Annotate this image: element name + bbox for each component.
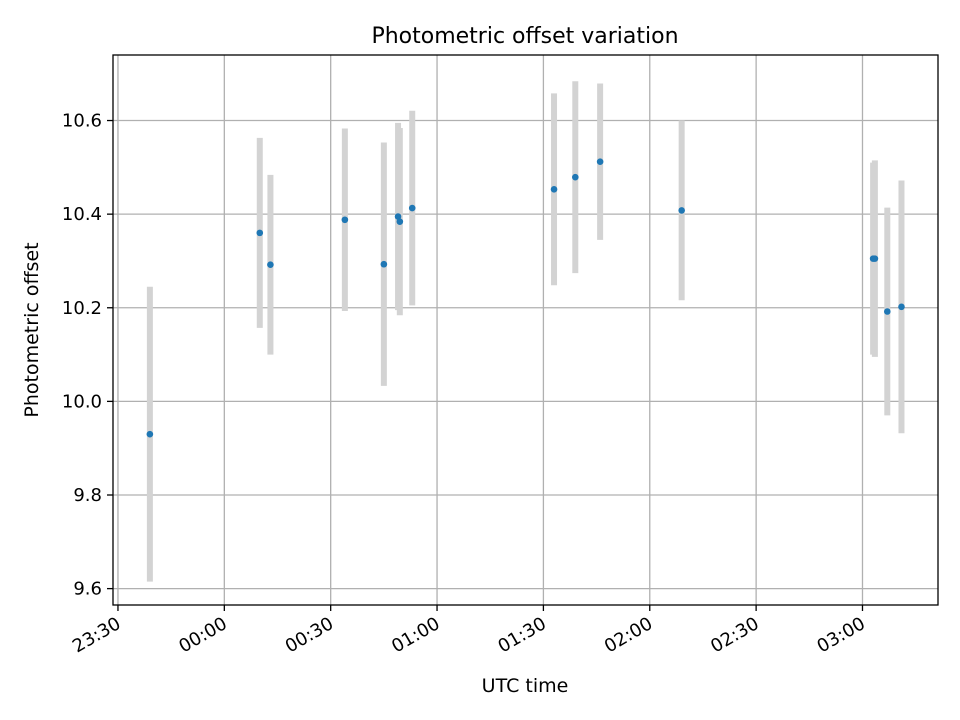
data-point (596, 158, 604, 166)
y-tick-label: 10.4 (62, 204, 102, 225)
data-point (884, 308, 891, 315)
data-point (146, 430, 154, 438)
y-tick-label: 9.6 (73, 579, 102, 600)
data-point (678, 207, 685, 214)
plot-frame (112, 54, 939, 606)
data-point (550, 186, 558, 193)
y-axis-label: Photometric offset (21, 242, 43, 417)
data-point (380, 260, 388, 268)
data-point (396, 218, 404, 225)
data-point (267, 261, 274, 269)
data-point (871, 255, 879, 262)
data-point (898, 303, 905, 311)
data-point (256, 229, 264, 237)
chart-title: Photometric offset variation (371, 24, 678, 49)
grid (113, 55, 938, 605)
data-points (146, 158, 905, 438)
data-point (394, 213, 402, 220)
data-point (341, 216, 349, 224)
y-axis-ticks: 9.6 9.8 10.0 10.2 10.4 10.6 (62, 111, 113, 600)
y-tick-label: 10.6 (62, 111, 102, 132)
y-tick-label: 10.0 (62, 391, 102, 412)
data-point (408, 204, 416, 212)
y-tick-label: 10.2 (62, 298, 102, 319)
x-axis-label: UTC time (482, 675, 569, 697)
y-tick-label: 9.8 (73, 485, 102, 506)
data-point (572, 173, 579, 181)
